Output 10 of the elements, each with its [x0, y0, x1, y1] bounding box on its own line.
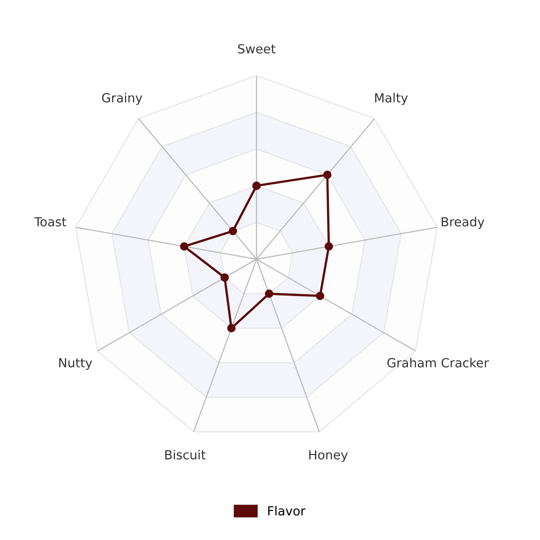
spoke-label: Nutty: [59, 358, 92, 370]
spoke-label: Toast: [34, 217, 66, 226]
spoke-label: Malty: [375, 92, 408, 105]
spoke-label: Grainy: [102, 92, 142, 105]
spoke-label: Bready: [442, 216, 484, 229]
spoke-label: Graham Cracker: [387, 358, 489, 368]
spoke-label: Biscuit: [165, 450, 206, 460]
spoke-label: Honey: [309, 450, 348, 462]
spoke-label: Sweet: [238, 44, 276, 54]
legend-label: Flavor: [268, 506, 306, 516]
